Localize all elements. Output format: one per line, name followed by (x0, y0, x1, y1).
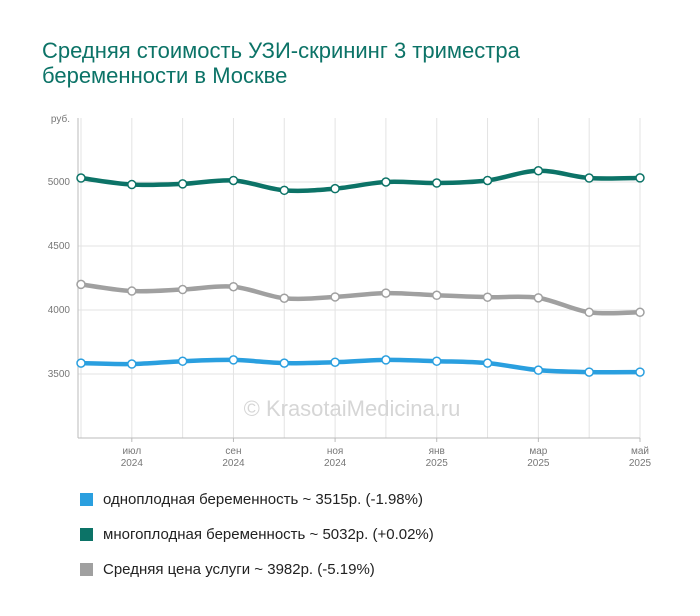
data-point (381, 288, 391, 298)
x-tick-label: ноя (327, 446, 344, 457)
chart-title-line-2: беременности в Москве (42, 63, 288, 88)
data-point (228, 281, 239, 292)
legend-label: одноплодная беременность ~ 3515р. (-1.98… (103, 491, 423, 508)
data-point (431, 178, 442, 188)
data-point (330, 357, 340, 367)
data-point (228, 175, 239, 186)
x-tick-label: янв (429, 446, 445, 457)
data-point (76, 358, 86, 368)
data-point (584, 307, 594, 318)
legend-label: Средняя цена услуги ~ 3982р. (-5.19%) (103, 561, 375, 578)
legend-item[interactable]: Средняя цена услуги ~ 3982р. (-5.19%) (80, 552, 434, 587)
data-point (482, 358, 493, 368)
x-tick-label-year: 2025 (426, 458, 449, 469)
data-point (635, 173, 645, 183)
legend-swatch (80, 563, 93, 576)
data-point (279, 185, 290, 196)
data-point (76, 173, 86, 183)
data-point (177, 356, 188, 366)
x-tick-label: мар (529, 446, 547, 457)
legend-swatch (80, 493, 93, 506)
x-tick-label: июл (122, 446, 141, 457)
y-tick-label: 3500 (48, 369, 71, 380)
data-point (482, 292, 493, 302)
data-point (76, 279, 86, 290)
x-tick-label-year: 2024 (324, 458, 347, 469)
legend-item[interactable]: многоплодная беременность ~ 5032р. (+0.0… (80, 517, 434, 552)
data-points (76, 165, 645, 377)
legend-label: многоплодная беременность ~ 5032р. (+0.0… (103, 526, 434, 543)
legend-swatch (80, 528, 93, 541)
legend-item[interactable]: одноплодная беременность ~ 3515р. (-1.98… (80, 482, 434, 517)
data-point (381, 177, 391, 187)
x-tick-label-year: 2024 (121, 458, 144, 469)
series-line-Средняя-цена-услуги (78, 282, 643, 316)
series-lines (78, 168, 643, 375)
data-point (279, 358, 290, 368)
axes: 3500400045005000руб.июл2024сен2024ноя202… (48, 113, 652, 469)
data-point (431, 356, 442, 366)
y-tick-label: 4500 (48, 241, 71, 252)
data-point (177, 284, 188, 295)
data-point (533, 165, 544, 176)
data-point (279, 293, 290, 303)
grid (78, 118, 641, 438)
chart-title-line-1: Средняя стоимость УЗИ-скрининг 3 тримест… (42, 38, 520, 63)
legend: одноплодная беременность ~ 3515р. (-1.98… (80, 482, 434, 587)
y-tick-label: 4000 (48, 305, 71, 316)
x-tick-label-year: 2024 (222, 458, 245, 469)
data-point (228, 355, 239, 365)
data-point (635, 307, 645, 318)
data-point (482, 175, 493, 186)
data-point (127, 179, 137, 190)
watermark: © KrasotaiMedicina.ru (244, 396, 461, 421)
data-point (127, 359, 137, 369)
chart-title: Средняя стоимость УЗИ-скрининг 3 тримест… (42, 38, 642, 88)
series-line-одноплодная-беременность (78, 357, 643, 375)
x-tick-label-year: 2025 (629, 458, 652, 469)
data-point (330, 292, 340, 302)
data-point (584, 367, 594, 377)
data-point (177, 179, 188, 189)
x-tick-label: май (631, 446, 649, 457)
y-tick-label: 5000 (48, 177, 71, 188)
data-point (381, 355, 391, 365)
data-point (533, 365, 544, 375)
data-point (330, 183, 340, 194)
data-point (635, 367, 645, 377)
data-point (584, 173, 594, 183)
data-point (127, 286, 137, 296)
data-point (431, 290, 442, 301)
data-point (533, 293, 544, 303)
series-line-многоплодная-беременность (78, 168, 643, 194)
y-axis-label: руб. (51, 113, 70, 125)
x-tick-label: сен (225, 446, 241, 457)
x-tick-label-year: 2025 (527, 458, 550, 469)
